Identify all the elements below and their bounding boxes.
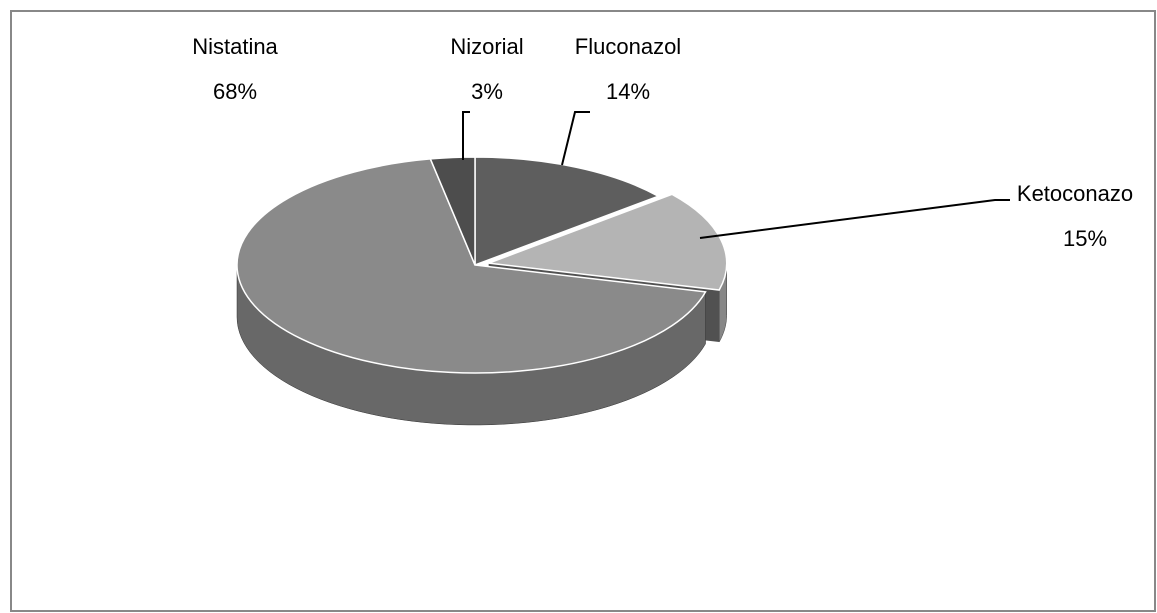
slice [488,193,728,291]
slice-label: Ketoconazo [1017,181,1133,206]
slice-label: Nizorial [450,34,523,59]
leader-line [699,199,1010,239]
leader-line [462,111,470,160]
slice-label: Fluconazol [575,34,681,59]
leader-line [561,111,590,166]
slice [429,156,476,266]
slice-label: Nistatina [192,34,278,59]
slice-value-label: 15% [1063,226,1107,251]
slice-value-label: 3% [471,79,503,104]
slice [236,158,707,374]
slice-value-label: 68% [213,79,257,104]
slice-value-label: 14% [606,79,650,104]
slice [474,156,661,267]
